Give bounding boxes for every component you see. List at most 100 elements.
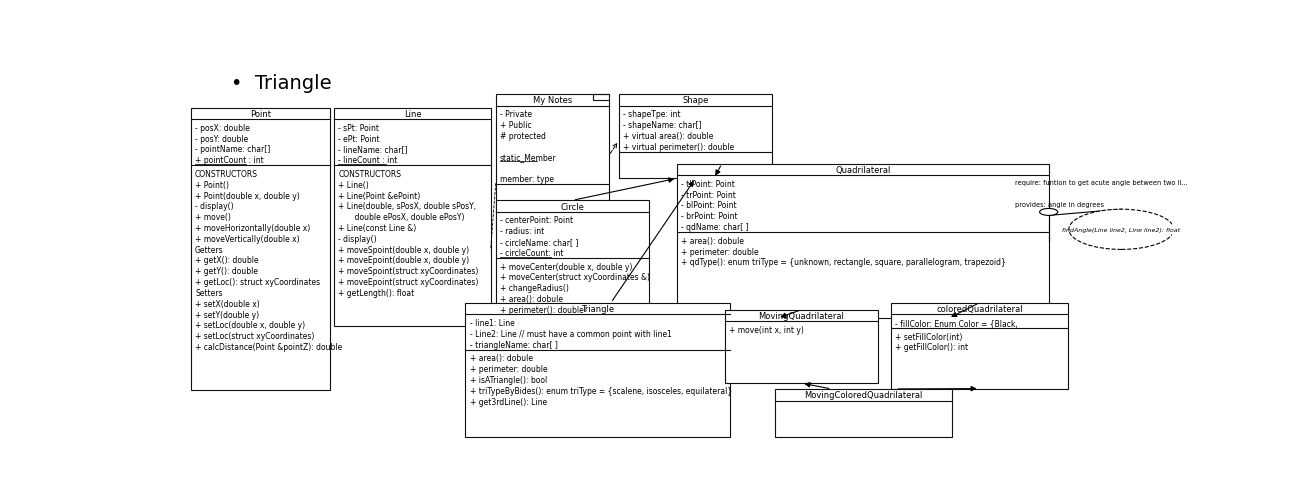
- Bar: [677, 164, 1048, 319]
- Bar: [496, 201, 650, 340]
- Text: + changeRadius(): + changeRadius(): [500, 284, 569, 293]
- Text: + getY(): double: + getY(): double: [195, 267, 258, 276]
- Bar: [775, 389, 952, 437]
- Text: + setLoc(double x, double y): + setLoc(double x, double y): [195, 321, 305, 330]
- Text: - tlPoint: Point: - tlPoint: Point: [681, 179, 736, 188]
- Text: - ePt: Point: - ePt: Point: [339, 134, 380, 143]
- Text: + move(int x, int y): + move(int x, int y): [729, 325, 803, 334]
- Text: - Line2: Line // must have a common point with line1: - Line2: Line // must have a common poin…: [470, 329, 672, 338]
- Text: + qdType(): enum triType = {unknown, rectangle, square, parallelogram, trapezoid: + qdType(): enum triType = {unknown, rec…: [681, 258, 1006, 267]
- Text: - centerPoint: Point: - centerPoint: Point: [500, 216, 573, 225]
- Text: Getters: Getters: [195, 245, 224, 254]
- Text: - Private: - Private: [500, 110, 533, 119]
- Text: - trPoint: Point: - trPoint: Point: [681, 190, 736, 199]
- Text: + isATriangle(): bool: + isATriangle(): bool: [470, 375, 547, 384]
- Text: Shape: Shape: [682, 96, 708, 105]
- Text: + virtual area(): double: + virtual area(): double: [622, 132, 713, 141]
- Text: - blPoint: Point: - blPoint: Point: [681, 201, 737, 210]
- Text: Point: Point: [250, 110, 271, 119]
- Text: + perimeter(): double: + perimeter(): double: [500, 305, 583, 314]
- Text: - radius: int: - radius: int: [500, 227, 544, 236]
- Text: + perimeter: double: + perimeter: double: [681, 247, 759, 256]
- Text: + Point(double x, double y): + Point(double x, double y): [195, 191, 299, 200]
- Text: + moveSpoint(double x, double y): + moveSpoint(double x, double y): [339, 245, 470, 254]
- Text: + moveEpoint(double x, double y): + moveEpoint(double x, double y): [339, 256, 470, 265]
- Text: - posY: double: - posY: double: [195, 134, 249, 143]
- Text: coloredQuadrilateral: coloredQuadrilateral: [936, 305, 1023, 314]
- Text: + setY(double y): + setY(double y): [195, 310, 259, 319]
- Text: + Line(const Line &): + Line(const Line &): [339, 223, 417, 232]
- Text: + setLoc(struct xyCoordinates): + setLoc(struct xyCoordinates): [195, 332, 314, 341]
- Text: + virtual perimeter(): double: + virtual perimeter(): double: [622, 142, 734, 151]
- Text: + moveVertically(double x): + moveVertically(double x): [195, 234, 299, 243]
- Text: double ePosX, double ePosY): double ePosX, double ePosY): [339, 213, 465, 222]
- Text: + pointCount : int: + pointCount : int: [195, 156, 264, 165]
- Text: + getX(): double: + getX(): double: [195, 256, 259, 265]
- Text: Setters: Setters: [195, 289, 223, 298]
- Text: - lineCount : int: - lineCount : int: [339, 156, 397, 165]
- Text: static_Member: static_Member: [500, 153, 556, 162]
- Text: Quadrilateral: Quadrilateral: [836, 165, 891, 174]
- Bar: [892, 303, 1068, 389]
- Text: + move(): + move(): [195, 213, 230, 222]
- Text: - qdName: char[ ]: - qdName: char[ ]: [681, 222, 749, 231]
- Text: - line1: Line: - line1: Line: [470, 318, 514, 327]
- Text: + Line(double, sPosX, double sPosY,: + Line(double, sPosX, double sPosY,: [339, 202, 477, 211]
- Text: # protected: # protected: [500, 132, 546, 141]
- Text: + triTypeByBides(): enum triType = {scalene, isosceles, equilateral}: + triTypeByBides(): enum triType = {scal…: [470, 386, 732, 395]
- Text: - circleName: char[ ]: - circleName: char[ ]: [500, 237, 578, 246]
- Text: + get3rdLine(): Line: + get3rdLine(): Line: [470, 397, 547, 406]
- Text: - shapeName: char[]: - shapeName: char[]: [622, 121, 702, 130]
- Text: require: funtion to get acute angle between two li...: require: funtion to get acute angle betw…: [1016, 180, 1189, 186]
- Text: + setX(double x): + setX(double x): [195, 299, 260, 308]
- Bar: [466, 303, 730, 437]
- Text: + moveCenter(double x, double y): + moveCenter(double x, double y): [500, 262, 633, 271]
- Bar: [191, 108, 331, 390]
- Text: - triangleName: char[ ]: - triangleName: char[ ]: [470, 340, 557, 349]
- Text: - sPt: Point: - sPt: Point: [339, 123, 379, 132]
- Text: - fillColor: Enum Color = {Black,: - fillColor: Enum Color = {Black,: [896, 318, 1018, 327]
- Text: CONSTRUCTORS: CONSTRUCTORS: [195, 169, 258, 178]
- Text: - display(): - display(): [195, 202, 233, 211]
- Text: + Point(): + Point(): [195, 180, 229, 189]
- Text: - circleCount: int: - circleCount: int: [500, 248, 564, 258]
- Text: CONSTRUCTORS: CONSTRUCTORS: [339, 169, 401, 178]
- Text: + Line(Point &ePoint): + Line(Point &ePoint): [339, 191, 421, 200]
- Ellipse shape: [1069, 210, 1174, 250]
- Text: - brPoint: Point: - brPoint: Point: [681, 212, 738, 221]
- Text: MovingQuadrilateral: MovingQuadrilateral: [759, 312, 845, 320]
- Text: - lineName: char[]: - lineName: char[]: [339, 145, 408, 154]
- Text: + area(): dobule: + area(): dobule: [470, 354, 533, 363]
- Text: - shapeTpe: int: - shapeTpe: int: [622, 110, 681, 119]
- Text: + area(): dobule: + area(): dobule: [500, 295, 562, 304]
- Text: + moveCenter(struct xyCoordinates &): + moveCenter(struct xyCoordinates &): [500, 273, 650, 282]
- Text: + moveHorizontally(double x): + moveHorizontally(double x): [195, 223, 310, 232]
- Text: + Public: + Public: [500, 121, 531, 130]
- Text: Triangle: Triangle: [581, 305, 615, 314]
- Text: - display(): - display(): [339, 234, 378, 243]
- Text: + getLoc(): struct xyCoordinates: + getLoc(): struct xyCoordinates: [195, 278, 320, 287]
- Text: findAngle(Line line2, Line line2): float: findAngle(Line line2, Line line2): float: [1062, 227, 1181, 232]
- Bar: [618, 95, 772, 179]
- Text: My Notes: My Notes: [533, 96, 572, 105]
- Text: + getLength(): float: + getLength(): float: [339, 289, 414, 298]
- Text: + calcDistance(Point &pointZ): double: + calcDistance(Point &pointZ): double: [195, 342, 342, 351]
- Text: + area(): dobule: + area(): dobule: [681, 236, 745, 245]
- Text: member: type: member: type: [500, 175, 553, 184]
- Text: •  Triangle: • Triangle: [232, 74, 332, 93]
- Text: - pointName: char[]: - pointName: char[]: [195, 145, 271, 154]
- Circle shape: [1039, 209, 1057, 216]
- Text: + moveSpoint(struct xyCoordinates): + moveSpoint(struct xyCoordinates): [339, 267, 479, 276]
- Text: + Line(): + Line(): [339, 180, 368, 189]
- Text: + perimeter: double: + perimeter: double: [470, 364, 547, 373]
- Bar: [335, 108, 491, 326]
- Text: + moveEpoint(struct xyCoordinates): + moveEpoint(struct xyCoordinates): [339, 278, 479, 287]
- Text: - posX: double: - posX: double: [195, 123, 250, 132]
- Bar: [496, 95, 609, 232]
- Text: MovingColoredQuadrilateral: MovingColoredQuadrilateral: [805, 390, 923, 399]
- Text: + setFillColor(int): + setFillColor(int): [896, 332, 962, 341]
- Text: Line: Line: [404, 110, 422, 119]
- Bar: [725, 310, 878, 383]
- Text: + getFillColor(): int: + getFillColor(): int: [896, 343, 969, 352]
- Text: provides: angle in degrees: provides: angle in degrees: [1016, 202, 1104, 208]
